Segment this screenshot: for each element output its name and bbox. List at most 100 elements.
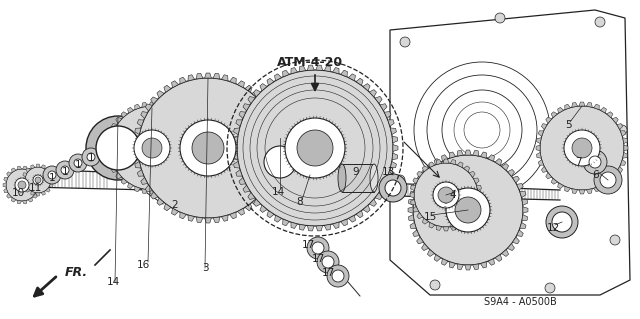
Circle shape <box>583 150 607 174</box>
Circle shape <box>33 175 43 185</box>
Polygon shape <box>278 145 283 152</box>
Polygon shape <box>12 197 16 202</box>
Polygon shape <box>516 230 524 236</box>
Polygon shape <box>612 117 618 123</box>
Polygon shape <box>612 173 618 179</box>
Circle shape <box>86 116 150 180</box>
Polygon shape <box>557 183 564 189</box>
Polygon shape <box>135 104 140 110</box>
Polygon shape <box>252 91 259 98</box>
Polygon shape <box>45 168 50 172</box>
Polygon shape <box>417 237 424 244</box>
Polygon shape <box>51 178 54 182</box>
Polygon shape <box>106 152 111 158</box>
Polygon shape <box>617 124 623 130</box>
Circle shape <box>192 132 224 164</box>
Polygon shape <box>463 218 470 224</box>
Text: 14: 14 <box>106 277 120 287</box>
Polygon shape <box>243 185 250 192</box>
Polygon shape <box>272 170 279 176</box>
Circle shape <box>395 175 405 185</box>
Polygon shape <box>116 173 122 179</box>
Polygon shape <box>172 208 179 215</box>
Polygon shape <box>375 96 382 104</box>
Polygon shape <box>623 152 628 158</box>
Polygon shape <box>436 160 442 165</box>
Text: 1: 1 <box>49 173 55 183</box>
Polygon shape <box>536 138 541 144</box>
Polygon shape <box>12 168 16 172</box>
Polygon shape <box>31 165 35 169</box>
Text: 3: 3 <box>202 263 208 273</box>
Circle shape <box>455 197 481 223</box>
Circle shape <box>264 146 296 178</box>
Polygon shape <box>408 207 413 213</box>
Circle shape <box>142 138 162 158</box>
Text: 11: 11 <box>28 183 42 193</box>
Polygon shape <box>283 219 289 226</box>
Polygon shape <box>564 186 570 192</box>
Circle shape <box>134 130 170 166</box>
Polygon shape <box>190 160 196 165</box>
Polygon shape <box>268 112 275 118</box>
Polygon shape <box>520 191 526 197</box>
Polygon shape <box>436 226 442 230</box>
Polygon shape <box>177 178 183 184</box>
Polygon shape <box>253 90 260 97</box>
Polygon shape <box>149 190 155 194</box>
Polygon shape <box>502 249 509 256</box>
Polygon shape <box>26 168 30 172</box>
Circle shape <box>540 106 624 190</box>
Polygon shape <box>135 186 140 192</box>
Circle shape <box>6 169 38 201</box>
Polygon shape <box>221 75 228 81</box>
Circle shape <box>43 166 61 184</box>
Polygon shape <box>478 192 482 198</box>
Polygon shape <box>410 192 414 198</box>
Polygon shape <box>141 112 148 118</box>
Polygon shape <box>31 191 35 195</box>
Polygon shape <box>264 104 271 111</box>
Text: 14: 14 <box>271 187 285 197</box>
Polygon shape <box>417 176 424 183</box>
Polygon shape <box>180 212 186 219</box>
Polygon shape <box>33 194 37 198</box>
Polygon shape <box>111 167 117 172</box>
Polygon shape <box>299 66 306 72</box>
Polygon shape <box>230 212 236 219</box>
Polygon shape <box>392 153 397 160</box>
Polygon shape <box>36 188 40 193</box>
Polygon shape <box>264 185 271 192</box>
Circle shape <box>317 251 339 273</box>
Text: 17: 17 <box>312 254 324 264</box>
Polygon shape <box>239 112 246 118</box>
Circle shape <box>307 237 329 259</box>
Polygon shape <box>116 117 122 123</box>
Polygon shape <box>324 66 331 72</box>
Polygon shape <box>340 70 348 77</box>
Polygon shape <box>49 183 53 187</box>
Polygon shape <box>127 183 134 189</box>
Polygon shape <box>502 164 509 171</box>
Polygon shape <box>205 218 211 223</box>
Polygon shape <box>384 178 391 184</box>
Circle shape <box>438 187 454 203</box>
Polygon shape <box>422 218 428 224</box>
Polygon shape <box>145 104 152 111</box>
Text: 2: 2 <box>172 200 179 210</box>
Polygon shape <box>41 165 45 169</box>
Polygon shape <box>248 192 255 200</box>
Polygon shape <box>623 138 628 144</box>
Polygon shape <box>164 85 171 93</box>
Polygon shape <box>4 188 8 193</box>
Polygon shape <box>23 173 27 177</box>
Polygon shape <box>417 171 423 177</box>
Polygon shape <box>33 172 37 176</box>
Text: 6: 6 <box>593 170 599 180</box>
Polygon shape <box>429 162 435 167</box>
Polygon shape <box>133 153 139 160</box>
Polygon shape <box>188 215 195 221</box>
Circle shape <box>546 206 578 238</box>
Polygon shape <box>252 198 259 205</box>
Polygon shape <box>369 90 376 97</box>
